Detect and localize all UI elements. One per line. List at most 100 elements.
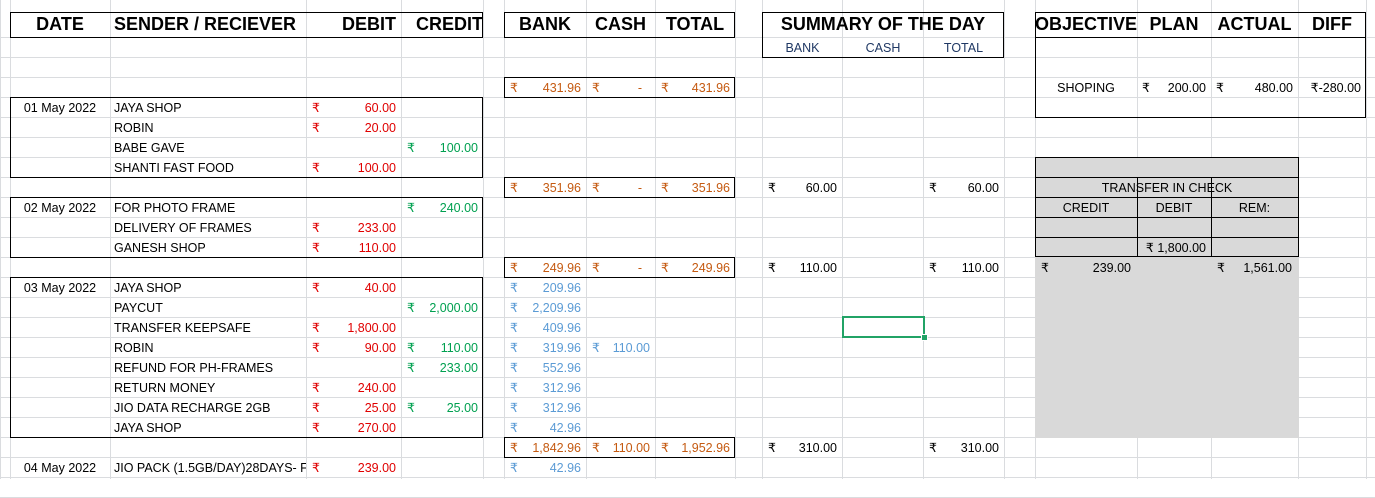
rupee-icon: ₹ <box>661 81 669 95</box>
selected-cell[interactable] <box>842 316 925 338</box>
balance-header-cash: CASH <box>594 14 646 34</box>
transfer-divider <box>1035 197 1299 198</box>
balance-total-cash: - <box>637 81 642 95</box>
ledger-group-box <box>10 277 483 438</box>
rupee-icon: ₹ <box>407 141 415 155</box>
running-cash: 110.00 <box>612 341 650 355</box>
gridline-horizontal <box>0 117 1375 118</box>
objective-name: SHOPING <box>1057 81 1115 95</box>
gridline-horizontal <box>0 357 1375 358</box>
rupee-icon: ₹ <box>407 201 415 215</box>
balance-total-total: 249.96 <box>691 261 730 275</box>
ledger-party: ROBIN <box>114 121 154 135</box>
running-bank: 552.96 <box>542 361 581 375</box>
rupee-icon: ₹ <box>592 181 600 195</box>
gridline-horizontal <box>0 297 1375 298</box>
ledger-header-debit: DEBIT <box>342 14 396 34</box>
gridline-vertical <box>401 0 402 479</box>
rupee-icon: ₹ <box>312 221 320 235</box>
rupee-icon: ₹ <box>768 181 776 195</box>
summary-total: 310.00 <box>960 441 999 455</box>
transfer-panel-background <box>1035 157 1299 438</box>
ledger-party: JIO DATA RECHARGE 2GB <box>114 401 271 415</box>
rupee-icon: ₹ <box>661 261 669 275</box>
gridline-horizontal <box>0 57 1375 58</box>
rupee-icon: ₹ <box>312 161 320 175</box>
objective-header-diff: DIFF <box>1312 14 1352 34</box>
rupee-icon: ₹ <box>592 81 600 95</box>
balance-total-box <box>504 437 735 458</box>
objective-diff: ₹-280.00 <box>1310 81 1361 95</box>
ledger-credit: 233.00 <box>439 361 478 375</box>
ledger-party: ROBIN <box>114 341 154 355</box>
ledger-header-date: DATE <box>36 14 84 34</box>
balance-total-cash: - <box>637 181 642 195</box>
gridline-vertical <box>1004 0 1005 479</box>
transfer-box <box>1035 157 1299 257</box>
rupee-icon: ₹ <box>312 241 320 255</box>
ledger-debit: 239.00 <box>357 461 396 475</box>
ledger-debit: 1,800.00 <box>347 321 396 335</box>
ledger-debit: 233.00 <box>357 221 396 235</box>
ledger-party: JIO PACK (1.5GB/DAY)28DAYS- F <box>114 461 306 475</box>
rupee-icon: ₹ <box>510 461 518 475</box>
rupee-icon: ₹ <box>661 181 669 195</box>
rupee-icon: ₹ <box>510 181 518 195</box>
gridline-horizontal <box>0 157 1375 158</box>
rupee-icon: ₹ <box>312 401 320 415</box>
balance-total-box <box>504 177 735 198</box>
gridline-vertical <box>306 0 307 479</box>
ledger-party: JAYA SHOP <box>114 101 182 115</box>
ledger-debit: 20.00 <box>364 121 396 135</box>
balance-total-cash: - <box>637 261 642 275</box>
rupee-icon: ₹ <box>510 361 518 375</box>
summary-subheader-total: TOTAL <box>943 41 984 55</box>
gridline-vertical <box>110 0 111 479</box>
rupee-icon: ₹ <box>312 381 320 395</box>
gridline-vertical <box>0 0 1 479</box>
gridline-horizontal <box>0 377 1375 378</box>
ledger-header-party: SENDER / RECIEVER <box>114 14 297 34</box>
rupee-icon: ₹ <box>592 441 600 455</box>
gridline-horizontal <box>0 317 1375 318</box>
summary-total: 60.00 <box>967 181 999 195</box>
ledger-party: TRANSFER KEEPSAFE <box>114 321 251 335</box>
balance-header-total: TOTAL <box>665 14 725 34</box>
summary-bank: 60.00 <box>805 181 837 195</box>
transfer-header-debit: DEBIT <box>1155 201 1193 215</box>
summary-bank: 310.00 <box>798 441 837 455</box>
rupee-icon: ₹ <box>312 341 320 355</box>
ledger-date: 03 May 2022 <box>23 281 97 295</box>
gridline-vertical <box>923 0 924 479</box>
balance-total-cash: 110.00 <box>612 441 650 455</box>
gridline-horizontal <box>0 337 1375 338</box>
rupee-icon: ₹ <box>510 341 518 355</box>
balance-total-bank: 431.96 <box>542 81 581 95</box>
gridline-vertical <box>483 0 484 479</box>
summary-subheader-cash: CASH <box>865 41 901 55</box>
rupee-icon: ₹ <box>312 121 320 135</box>
balance-header-box <box>504 12 735 38</box>
transfer-credit-total: 239.00 <box>1092 261 1131 275</box>
rupee-icon: ₹ <box>929 441 937 455</box>
transfer-title: TRANSFER IN CHECK <box>1101 181 1233 195</box>
ledger-debit: 110.00 <box>358 241 396 255</box>
transfer-divider <box>1035 177 1299 178</box>
gridline-vertical <box>1366 0 1367 479</box>
running-bank: 312.96 <box>542 401 581 415</box>
ledger-header-credit: CREDIT <box>416 14 483 34</box>
balance-total-box <box>504 257 735 278</box>
transfer-debit-value: ₹ 1,800.00 <box>1145 241 1206 255</box>
rupee-icon: ₹ <box>929 261 937 275</box>
gridline-horizontal <box>0 137 1375 138</box>
ledger-party: RETURN MONEY <box>114 381 216 395</box>
gridline-horizontal <box>0 417 1375 418</box>
ledger-party: GANESH SHOP <box>114 241 206 255</box>
fill-handle[interactable] <box>921 334 928 341</box>
gridline-vertical <box>842 0 843 479</box>
rupee-icon: ₹ <box>510 81 518 95</box>
ledger-party: PAYCUT <box>114 301 163 315</box>
ledger-credit: 25.00 <box>446 401 478 415</box>
objective-header-objective: OBJECTIVE <box>1035 14 1137 34</box>
